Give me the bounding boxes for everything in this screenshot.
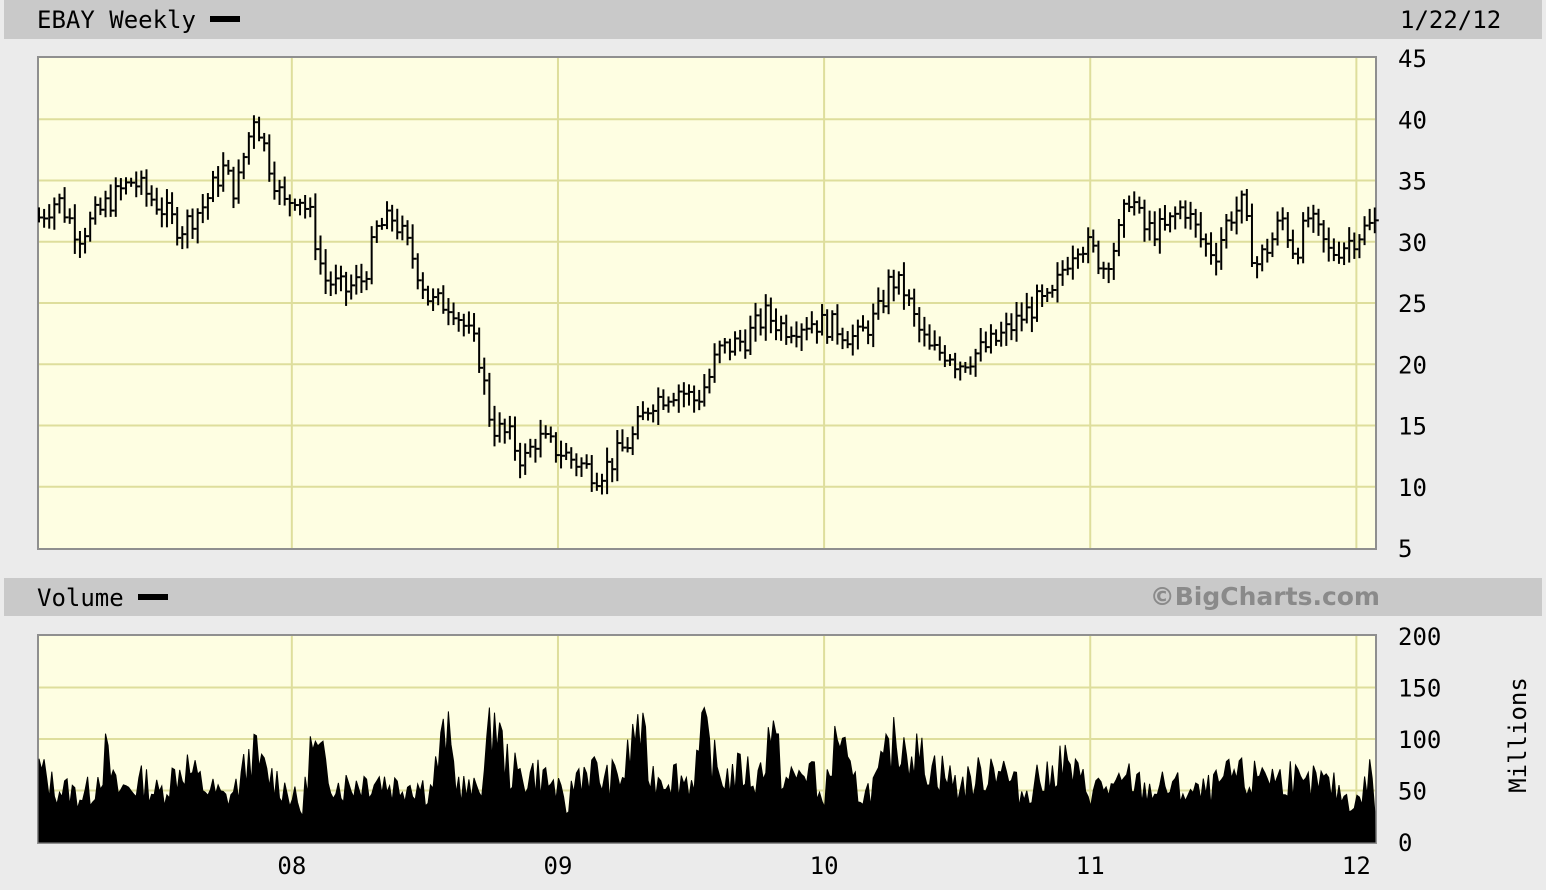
volume-y-tick-label: 150	[1398, 675, 1441, 703]
price-y-tick-label: 25	[1398, 290, 1427, 318]
price-legend-swatch	[209, 16, 240, 22]
volume-legend-swatch	[137, 594, 168, 600]
volume-units-label-wrap: Millions	[1504, 677, 1532, 793]
volume-y-tick-label: 100	[1398, 726, 1441, 754]
volume-y-tick-label: 50	[1398, 778, 1427, 806]
price-y-tick-label: 15	[1398, 413, 1427, 441]
chart-date: 1/22/12	[1400, 6, 1502, 34]
chart-title-row: EBAY Weekly	[37, 8, 240, 32]
volume-title: Volume	[37, 584, 124, 612]
x-tick-label: 11	[1076, 852, 1105, 880]
volume-y-tick-label: 200	[1398, 623, 1441, 651]
price-y-tick-label: 10	[1398, 474, 1427, 502]
price-y-tick-label: 45	[1398, 45, 1427, 73]
price-y-tick-label: 30	[1398, 229, 1427, 257]
x-tick-label: 09	[544, 852, 573, 880]
chart-title: EBAY Weekly	[37, 6, 196, 34]
volume-area	[38, 706, 1376, 843]
chart-credit: ©BigCharts.com	[1149, 582, 1380, 611]
x-tick-label: 10	[810, 852, 839, 880]
volume-units-label: Millions	[1504, 677, 1532, 793]
x-tick-label: 08	[277, 852, 306, 880]
volume-title-row: Volume	[37, 586, 168, 610]
price-y-tick-label: 40	[1398, 106, 1427, 134]
volume-header-band	[4, 578, 1542, 616]
price-y-tick-label: 20	[1398, 351, 1427, 379]
price-header-band	[4, 0, 1542, 39]
price-y-tick-label: 35	[1398, 168, 1427, 196]
price-y-tick-label: 5	[1398, 535, 1412, 563]
x-tick-label: 12	[1342, 852, 1371, 880]
volume-y-tick-label: 0	[1398, 829, 1412, 857]
